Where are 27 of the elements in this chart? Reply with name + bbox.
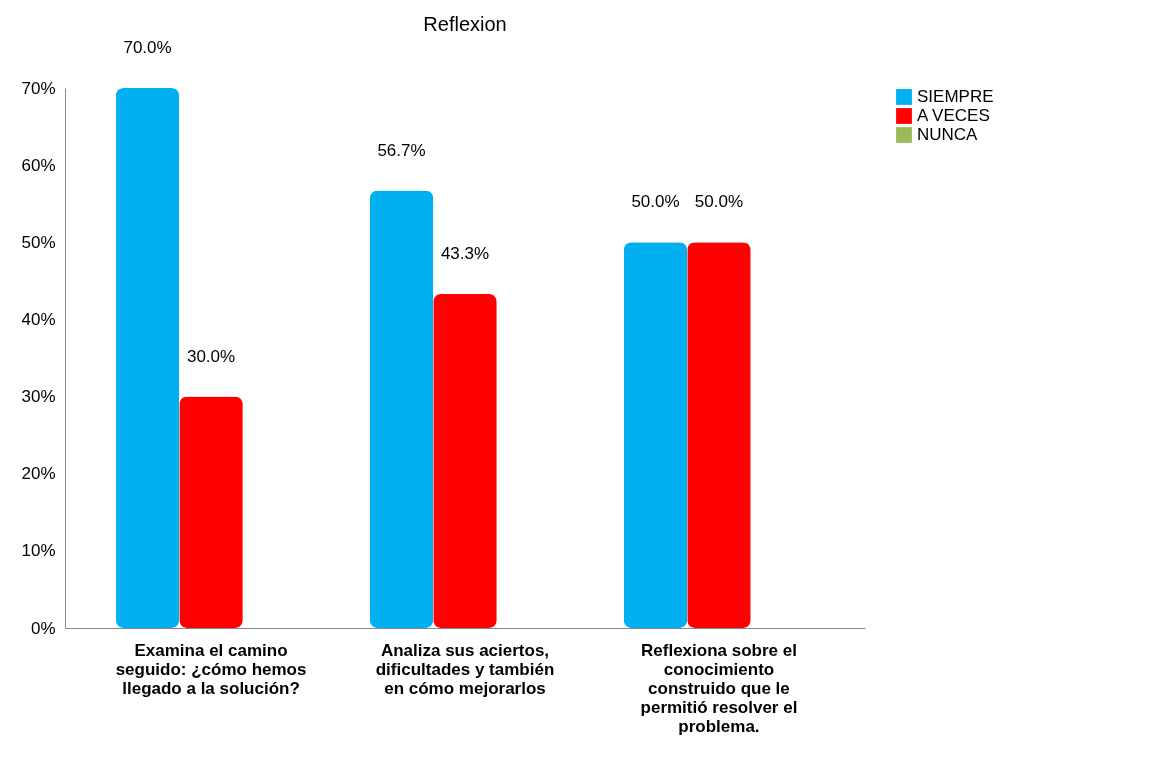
- y-tick-label: 30%: [21, 387, 56, 407]
- data-label: 30.0%: [186, 346, 236, 366]
- legend-label: SIEMPRE: [917, 87, 994, 106]
- bar: [623, 242, 688, 628]
- y-tick-label: 40%: [21, 309, 56, 329]
- x-tick-label: Reflexiona sobre el conocimiento construido que le permitió resolver el problema.: [640, 640, 798, 736]
- data-label: 50.0%: [631, 192, 680, 212]
- chart-title: Reflexion: [423, 13, 507, 35]
- data-label: 43.3%: [440, 243, 490, 263]
- y-tick-label: 20%: [21, 464, 56, 484]
- bar: [433, 293, 497, 628]
- y-tick-label: 0%: [30, 618, 56, 638]
- legend-label: NUNCA: [917, 125, 979, 144]
- data-label: 50.0%: [694, 192, 744, 212]
- bar: [687, 242, 751, 628]
- legend-label: A VECES: [917, 106, 990, 125]
- y-tick-label: 60%: [21, 155, 56, 175]
- x-tick-label: Examina el camino seguido: ¿cómo hemos llegado a la solución?: [115, 640, 307, 698]
- y-tick-label: 50%: [21, 232, 56, 252]
- bar: [369, 190, 434, 628]
- x-tick-label: Analiza sus aciertos, dificultades y también en cómo mejorarlos: [375, 640, 555, 698]
- bar: [115, 88, 180, 628]
- y-tick-label: 70%: [21, 78, 56, 98]
- y-tick-label: 10%: [21, 541, 56, 561]
- data-label: 70.0%: [123, 38, 172, 57]
- bar: [179, 396, 243, 628]
- data-label: 56.7%: [377, 140, 426, 160]
